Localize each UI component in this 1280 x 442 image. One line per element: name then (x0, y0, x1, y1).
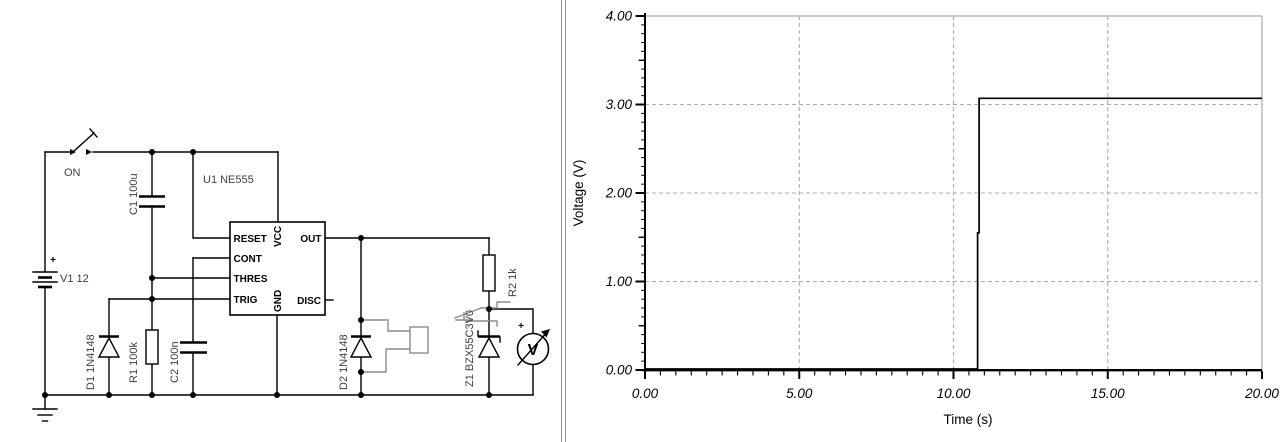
y-tick-label: 2.00 (605, 186, 633, 201)
x-tick-label: 10.00 (937, 386, 971, 401)
pin-vcc: VCC (273, 226, 284, 247)
diode-d1[interactable]: D1 1N4148 (85, 334, 121, 390)
resistor-r2[interactable]: R2 1k (482, 254, 519, 297)
battery-label: V1 12 (60, 273, 89, 285)
x-tick-label: 20.00 (1244, 386, 1279, 401)
diode-d2[interactable]: D2 1N4148 (338, 334, 373, 390)
y-tick-label: 0.00 (606, 363, 633, 378)
y-axis-title: Voltage (V) (571, 160, 586, 227)
pin-trig: TRIG (234, 295, 258, 306)
switch-label: ON (64, 167, 81, 179)
zener-z1[interactable]: Z1 BZX55C3V0 (464, 310, 501, 387)
pin-thres: THRES (234, 274, 268, 285)
x-tick-label: 0.00 (632, 386, 659, 401)
pin-gnd: GND (273, 290, 284, 312)
pin-disc: DISC (297, 296, 321, 307)
pin-cont: CONT (234, 254, 262, 265)
c2-label: C2 100n (169, 341, 181, 383)
ic-u1-ne555[interactable]: U1 NE555 RESET CONT THRES TRIG OUT DISC … (203, 174, 326, 316)
x-axis-title: Time (s) (944, 412, 993, 427)
plot-border (645, 15, 1263, 370)
resistor-r1[interactable]: R1 100k (128, 329, 159, 383)
y-tick-label: 4.00 (606, 9, 633, 24)
wires (44, 151, 534, 396)
d2-label: D2 1N4148 (338, 334, 350, 390)
battery-plus: + (50, 255, 56, 266)
waveform-plot-panel: 0.00 5.00 10.00 15.00 20.00 0.00 1.00 2.00 3.00 4… (571, 9, 1280, 428)
x-tick-label: 5.00 (786, 386, 813, 401)
tick-labels: 0.00 5.00 10.00 15.00 20.00 0.00 1.00 2.00 3.00 4… (605, 9, 1280, 402)
voltmeter-v: V (528, 342, 539, 359)
ground-symbol (32, 394, 58, 422)
pin-reset: RESET (234, 234, 267, 245)
gridlines (645, 16, 1262, 370)
battery-v1[interactable]: + V1 12 (32, 255, 89, 289)
d1-label: D1 1N4148 (85, 334, 97, 390)
panel-splitter[interactable] (561, 0, 566, 442)
voltmeter[interactable]: V + (516, 321, 551, 366)
capacitor-c2[interactable]: C2 100n (169, 341, 207, 383)
axis-ticks (635, 15, 1263, 379)
capacitor-c1[interactable]: C1 100u (128, 173, 165, 215)
junction-dots (42, 149, 492, 398)
axes (642, 13, 1262, 372)
r1-label: R1 100k (128, 342, 140, 383)
c1-label: C1 100u (128, 173, 140, 215)
power-switch[interactable]: ON (64, 128, 98, 179)
pin-out: OUT (300, 234, 321, 245)
voltmeter-plus: + (518, 321, 524, 332)
y-tick-label: 3.00 (606, 97, 633, 112)
z1-label: Z1 BZX55C3V0 (464, 310, 476, 387)
y-tick-label: 1.00 (606, 274, 633, 289)
schematic-panel: ON + V1 12 C1 100u D1 1N4148 R1 100k C2 … (32, 128, 551, 422)
r2-label: R2 1k (507, 268, 519, 297)
x-tick-label: 15.00 (1091, 386, 1125, 401)
voltage-trace (645, 97, 1262, 370)
u1-label: U1 NE555 (203, 174, 254, 186)
